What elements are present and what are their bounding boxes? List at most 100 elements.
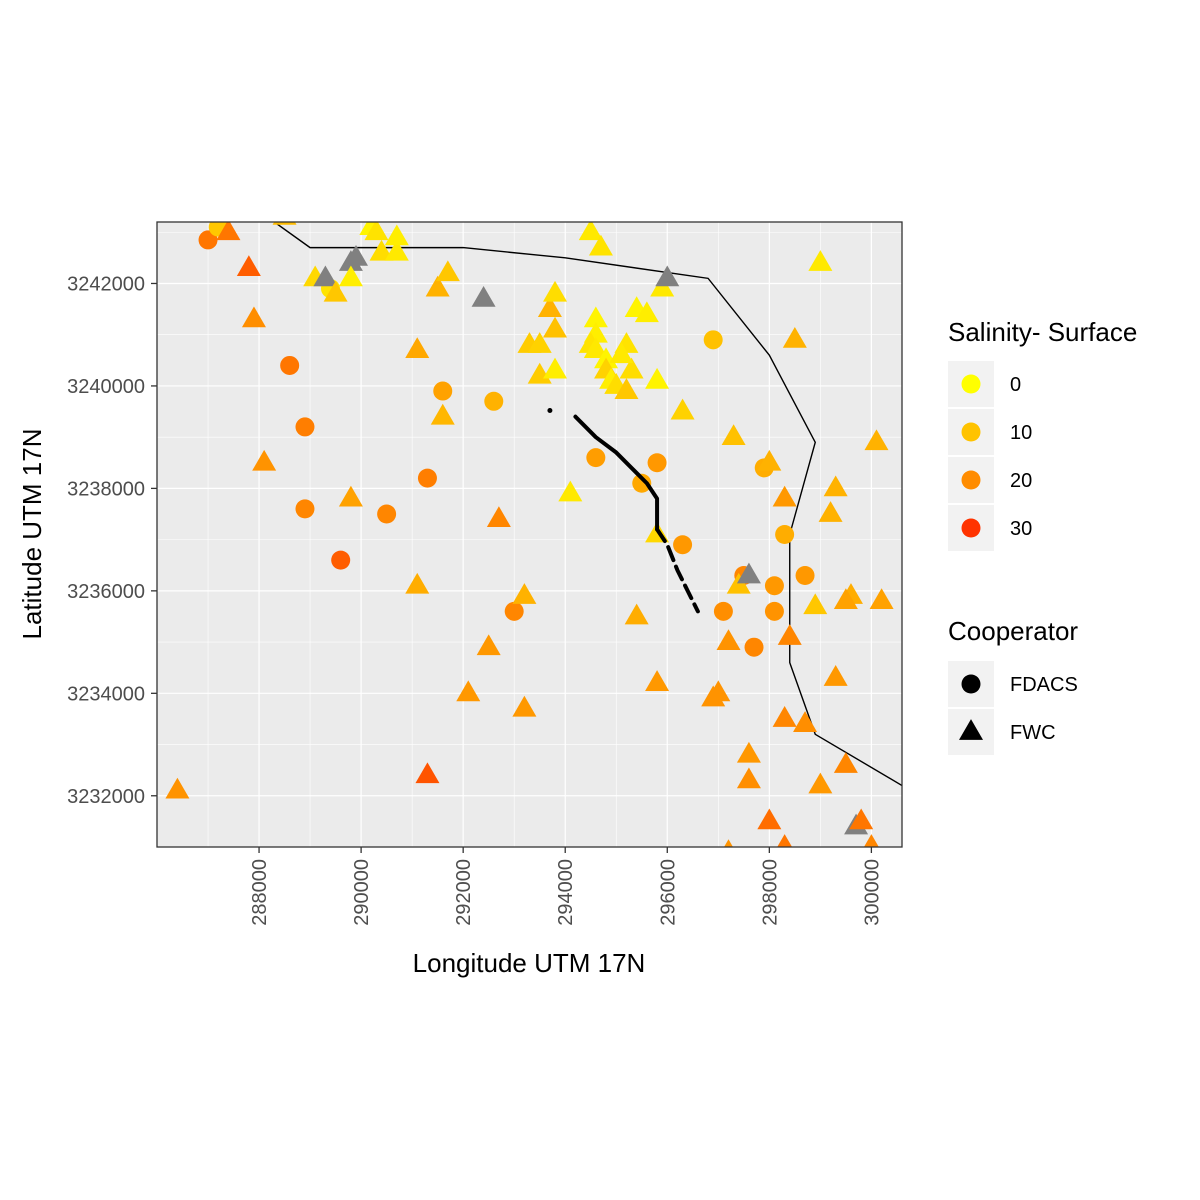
fdacs-point [280,355,300,375]
shape-legend-key-triangle [959,719,983,740]
color-legend-label: 10 [1010,422,1032,444]
fwc-point [808,250,833,271]
y-tick-label: 3232000 [67,786,145,808]
fwc-point [670,398,695,420]
color-legend-title: Salinity- Surface [948,317,1137,347]
x-tick-label: 298000 [759,859,781,926]
fwc-point [757,808,782,830]
y-axis-title: Latitude UTM 17N [17,429,47,640]
fdacs-point [775,525,795,544]
fdacs-point [673,535,693,555]
fwc-point [578,222,603,241]
fwc-point [415,762,440,784]
fwc-point [435,260,460,282]
grid-lines [157,222,902,847]
fdacs-point [647,453,667,473]
fdacs-point [295,499,315,519]
fwc-point [558,480,583,502]
fdacs-point [632,473,652,493]
fwc-point [736,562,761,584]
fwc-point [384,224,409,246]
fwc-point [624,603,649,625]
fwc-point [645,367,670,389]
fwc-point [777,624,802,645]
x-tick-label: 288000 [249,859,271,926]
fwc-point [823,665,848,686]
fdacs-point [295,417,315,437]
fwc-point [364,222,389,241]
x-tick-label: 292000 [453,859,475,926]
fwc-point [818,501,843,522]
fwc-point [583,306,608,328]
fwc-point [486,506,511,528]
fwc-point [863,834,879,847]
fwc-point [757,449,782,471]
color-legend-label: 0 [1010,374,1021,396]
color-legend-key [961,470,981,490]
y-tick-label: 3238000 [67,478,145,500]
axes: 3232000 3234000 3236000 3238000 3240000 32420… [67,273,883,925]
x-tick-label: 300000 [861,859,883,926]
fdacs-point [433,381,453,401]
fdacs-point [586,448,606,468]
shape-legend-label: FDACS [1010,674,1078,696]
fwc-point [772,706,797,727]
fdacs-point [703,330,723,350]
color-legend: Salinity- Surface 0 10 20 30 [948,317,1137,551]
fdacs-point [484,391,504,411]
fwc-point [849,808,874,830]
fdacs-track [573,414,660,532]
fdacs-point [377,504,397,524]
fwc-point [634,301,659,323]
fwc-point [793,711,818,732]
fdacs-point [331,550,351,570]
fdacs-point [713,601,733,621]
fwc-point [782,326,807,348]
fwc-point [165,777,190,799]
fwc-point [701,685,726,707]
fwc-point [655,265,680,287]
fwc-point [864,429,889,451]
fwc-point [736,767,761,789]
fwc-point [527,332,552,353]
fwc-point [583,337,608,358]
fwc-point [537,296,562,317]
fwc-point [869,588,894,609]
shape-legend-title: Cooperator [948,616,1078,646]
fwc-point [736,741,761,763]
fdacs-point [764,601,784,621]
fwc-point [471,285,496,307]
shoreline-layer [273,222,902,787]
fwc-point [833,752,858,773]
shoreline [273,222,902,787]
x-tick-label: 296000 [657,859,679,926]
fwc-point [721,424,746,446]
fwc-point [405,572,430,594]
shape-legend: Cooperator FDACS FWC [948,616,1078,755]
fwc-point [724,839,733,847]
fwc-point [313,265,338,287]
y-tick-label: 3240000 [67,376,145,398]
fwc-point [619,357,644,379]
color-legend-key [961,422,981,442]
fwc-point [803,593,828,615]
fwc-point [772,485,797,507]
fdacs-point [504,601,524,621]
fdacs-point [198,230,218,250]
color-legend-key [961,518,981,538]
fdacs-track-point [547,408,553,414]
y-tick-label: 3236000 [67,581,145,603]
fwc-point [216,222,241,241]
fwc-point [252,449,277,471]
fwc-point [823,475,848,497]
fwc-point [456,680,481,702]
fwc-point [384,239,409,261]
fwc-point [512,695,537,717]
fwc-point [645,670,670,691]
y-tick-label: 3234000 [67,683,145,705]
x-tick-label: 294000 [555,859,577,926]
fwc-point [272,222,297,225]
fwc-point [338,265,363,287]
x-tick-label: 290000 [351,859,373,926]
